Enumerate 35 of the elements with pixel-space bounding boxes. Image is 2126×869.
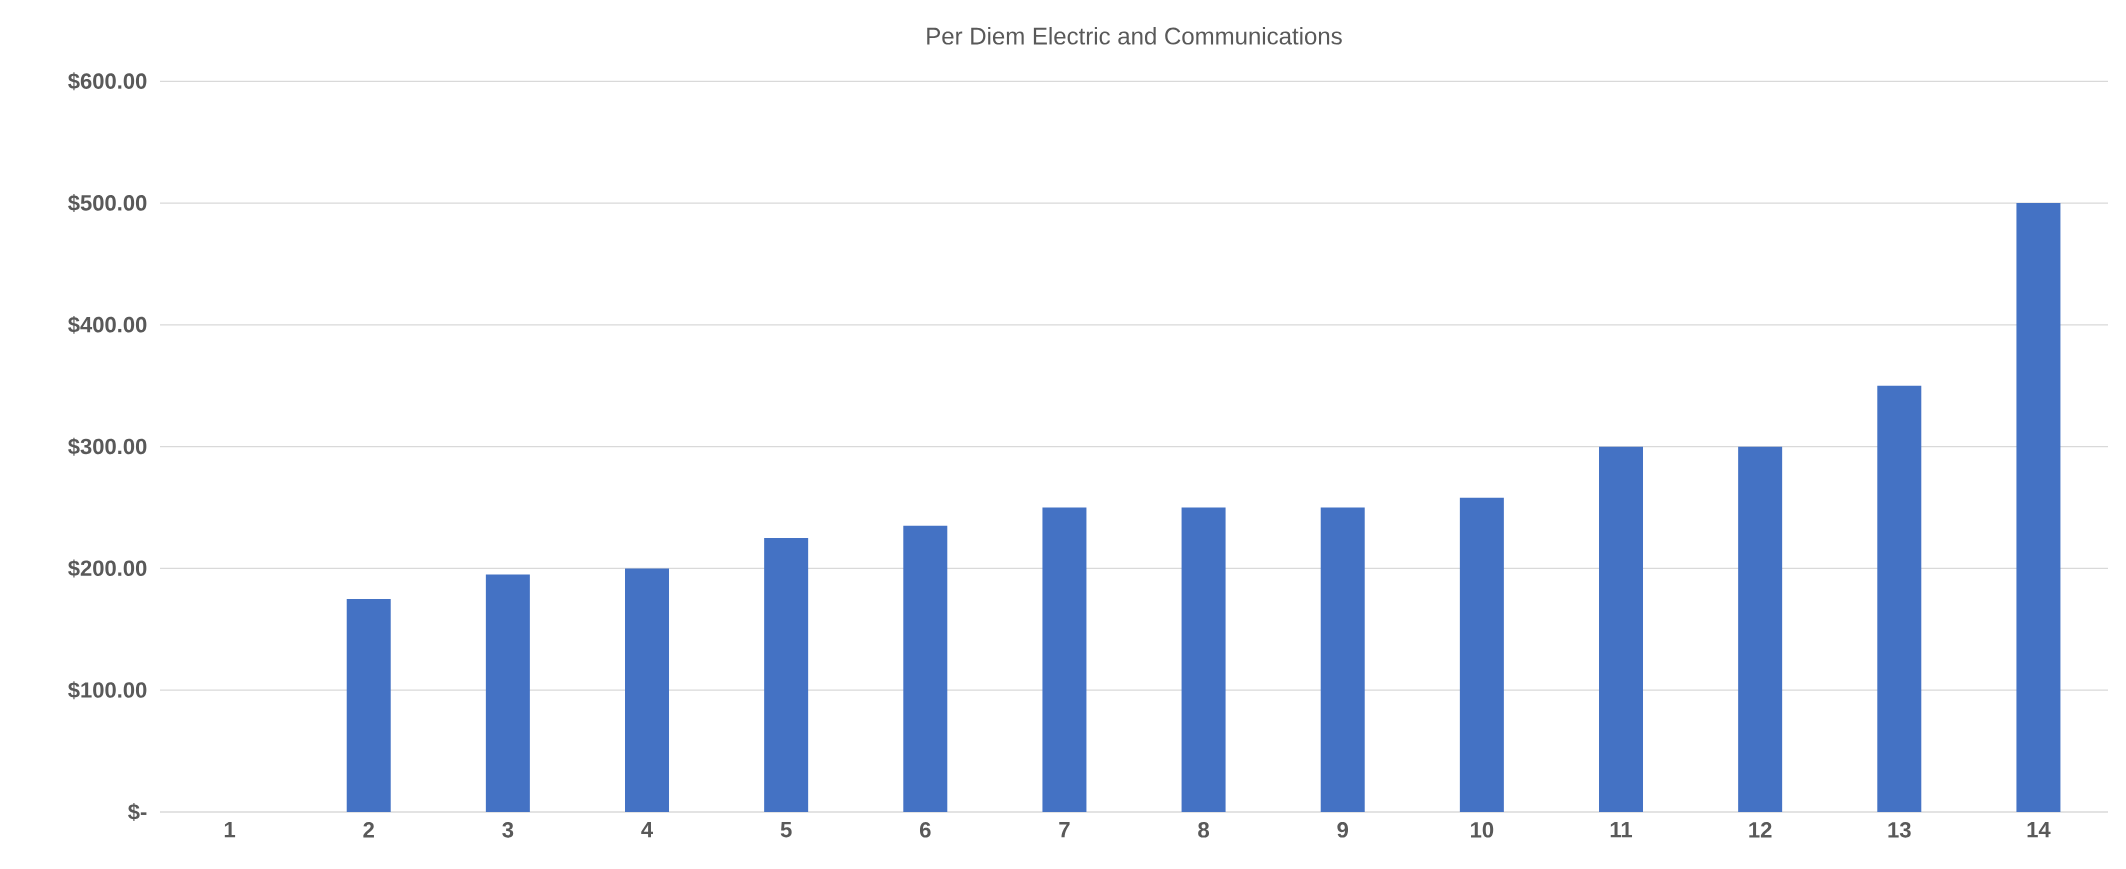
x-tick-label: 2 [363, 822, 374, 838]
x-tick-label: 14 [2027, 822, 2051, 838]
bar [346, 598, 391, 812]
x-tick-label: 9 [1337, 822, 1349, 838]
x-tick-label: 8 [1198, 822, 1210, 838]
x-tick-label: 13 [1888, 822, 1911, 838]
bar [764, 538, 809, 812]
bar [1181, 507, 1226, 812]
bar [903, 525, 948, 812]
x-tick-label: 3 [502, 822, 514, 838]
bar [1877, 385, 1922, 812]
bar [1042, 507, 1087, 812]
x-tick-label: 5 [780, 822, 792, 838]
x-tick-label: 1 [224, 822, 236, 838]
y-tick-label: $- [128, 803, 147, 821]
y-tick-label: $300.00 [68, 437, 147, 456]
x-tick-label: 11 [1610, 822, 1633, 838]
bar [485, 574, 530, 812]
x-tick-label: 7 [1059, 822, 1070, 838]
chart-title: Per Diem Electric and Communications [927, 26, 1342, 45]
bar [1738, 446, 1783, 812]
y-tick-label: $600.00 [68, 72, 147, 91]
y-tick-label: $500.00 [68, 194, 147, 213]
bar [625, 568, 670, 812]
x-tick-label: 10 [1471, 822, 1494, 838]
bar [2016, 203, 2061, 812]
bar [1459, 497, 1504, 812]
x-tick-label: 4 [641, 822, 653, 838]
y-tick-label: $100.00 [68, 681, 147, 700]
y-tick-label: $200.00 [68, 559, 147, 578]
x-tick-label: 12 [1749, 822, 1772, 838]
y-tick-label: $400.00 [68, 315, 147, 334]
x-tick-label: 6 [919, 822, 931, 838]
bar [1320, 507, 1365, 812]
bar [1599, 446, 1644, 812]
